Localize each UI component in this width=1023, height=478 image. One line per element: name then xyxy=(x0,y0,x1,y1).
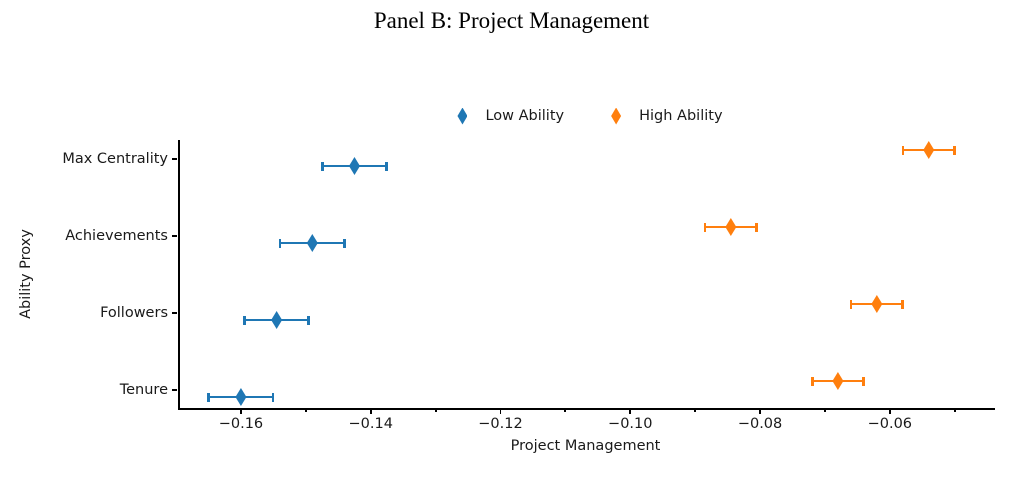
x-minor-tick-mark xyxy=(564,408,567,412)
error-bar-cap xyxy=(207,392,211,402)
x-tick-label: −0.14 xyxy=(348,416,393,432)
error-bar-cap xyxy=(810,376,814,386)
x-tick-label: −0.12 xyxy=(478,416,523,432)
data-point-high-ability xyxy=(923,141,935,159)
chart-title: Panel B: Project Management xyxy=(373,8,650,33)
legend-item-high-ability: High Ability xyxy=(602,107,723,125)
y-tick-label-max-centrality: Max Centrality xyxy=(62,151,168,167)
error-bar-cap xyxy=(849,299,853,309)
plot-area xyxy=(178,140,995,410)
data-point-high-ability xyxy=(871,295,883,313)
error-bar-cap xyxy=(385,161,388,171)
error-bar-cap xyxy=(901,299,904,309)
x-tick-mark xyxy=(369,408,372,414)
y-tick-label-followers: Followers xyxy=(100,305,168,321)
legend-item-low-ability: Low Ability xyxy=(448,107,565,125)
y-tick-mark xyxy=(172,158,177,160)
data-point-low-ability xyxy=(271,311,283,329)
x-tick-label: −0.08 xyxy=(737,416,783,432)
legend-label-high-ability: High Ability xyxy=(639,108,723,124)
x-tick-mark xyxy=(629,408,632,414)
x-minor-tick-mark xyxy=(304,408,307,412)
y-tick-label-achievements: Achievements xyxy=(65,228,168,244)
error-bar-cap xyxy=(271,392,275,402)
error-bar-cap xyxy=(343,238,346,248)
x-axis-label: Project Management xyxy=(510,438,661,454)
error-bar-cap xyxy=(243,315,246,325)
x-tick-mark xyxy=(759,408,761,414)
legend-label-low-ability: Low Ability xyxy=(485,108,565,124)
x-minor-tick-mark xyxy=(953,408,956,412)
error-bar-cap xyxy=(953,145,956,155)
high-ability-diamond-icon xyxy=(611,107,622,125)
data-point-low-ability xyxy=(306,234,318,252)
legend-handle xyxy=(602,107,630,125)
x-tick-label: −0.10 xyxy=(608,416,653,432)
error-bar-cap xyxy=(755,222,758,232)
data-point-low-ability xyxy=(235,388,247,406)
y-tick-label-tenure: Tenure xyxy=(119,382,168,398)
data-point-high-ability xyxy=(832,372,844,390)
low-ability-diamond-icon xyxy=(457,107,468,125)
y-tick-mark xyxy=(172,389,177,391)
data-point-high-ability xyxy=(725,218,737,236)
x-tick-label: −0.06 xyxy=(867,416,913,432)
y-tick-mark xyxy=(172,235,177,237)
x-minor-tick-mark xyxy=(694,408,697,412)
legend-handle xyxy=(448,107,476,125)
x-tick-mark xyxy=(499,408,502,414)
error-bar-cap xyxy=(307,315,311,325)
x-tick-label: −0.16 xyxy=(218,416,264,432)
error-bar-cap xyxy=(901,145,905,155)
y-tick-mark xyxy=(172,312,177,314)
data-point-low-ability xyxy=(348,157,360,175)
x-minor-tick-mark xyxy=(824,408,826,412)
error-bar-cap xyxy=(862,376,865,386)
x-tick-mark xyxy=(240,408,242,414)
x-minor-tick-mark xyxy=(434,408,437,412)
legend: Low Ability High Ability xyxy=(178,103,993,129)
error-bar-cap xyxy=(703,222,707,232)
error-bar-cap xyxy=(278,238,282,248)
x-tick-mark xyxy=(888,408,891,414)
error-bar-cap xyxy=(321,161,324,171)
